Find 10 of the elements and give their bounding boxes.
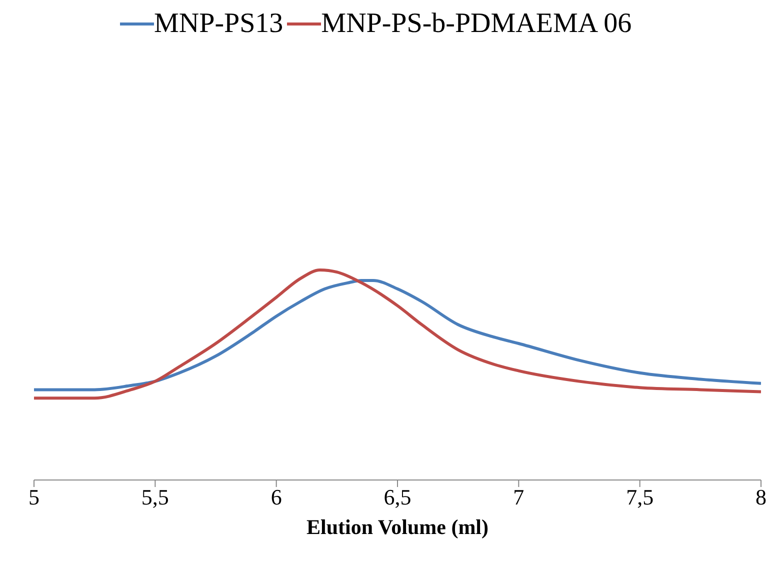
x-tick-label: 7 <box>513 484 524 510</box>
x-tick-label: 5,5 <box>141 484 169 510</box>
x-axis-title: Elution Volume (ml) <box>306 515 489 539</box>
x-tick-label: 7,5 <box>626 484 654 510</box>
x-tick-label: 6 <box>270 484 282 510</box>
x-tick-label: 6,5 <box>384 484 412 510</box>
legend-label: MNP-PS-b-PDMAEMA 06 <box>321 8 632 40</box>
x-tick-label: 5 <box>28 484 40 510</box>
legend-label: MNP-PS13 <box>154 8 284 40</box>
x-tick-label: 8 <box>756 484 766 510</box>
